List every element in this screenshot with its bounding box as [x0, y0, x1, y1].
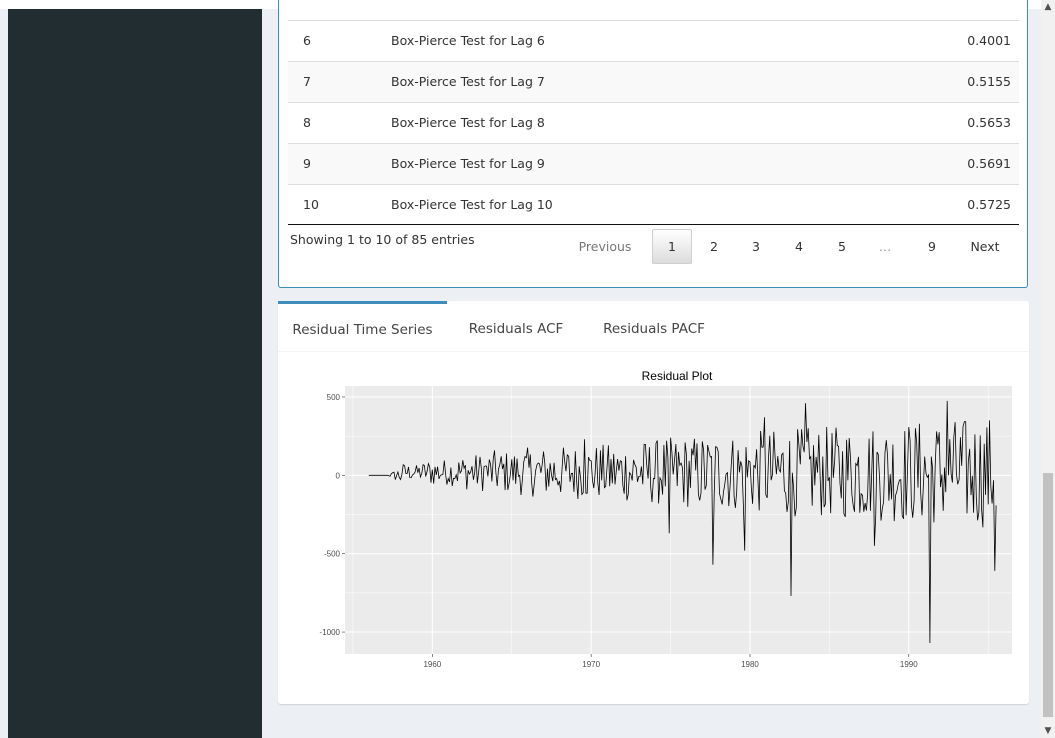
table-info: Showing 1 to 10 of 85 entries [290, 232, 475, 247]
test-cell: Box-Pierce Test for Lag 10 [391, 197, 553, 212]
y-tick-label: 0 [336, 471, 341, 480]
lag-cell: 9 [303, 156, 311, 171]
pvalue-cell: 0.5155 [967, 74, 1011, 89]
pvalue-cell: 0.5691 [967, 156, 1011, 171]
table-row: 10 Box-Pierce Test for Lag 10 0.5725 [288, 184, 1019, 225]
page-5-button[interactable]: 5 [838, 239, 846, 254]
scroll-down-arrow-icon[interactable]: ▼ [1044, 726, 1052, 736]
pvalue-cell: 0.5725 [967, 197, 1011, 212]
tab-strip: Residual Time Series Residuals ACF Resid… [278, 301, 1029, 352]
lag-cell: 7 [303, 74, 311, 89]
table-row: 7 Box-Pierce Test for Lag 7 0.5155 [288, 61, 1019, 102]
table-row: 6 Box-Pierce Test for Lag 6 0.4001 [288, 20, 1019, 61]
chart-title: Residual Plot [642, 369, 713, 383]
page-4-button[interactable]: 4 [795, 239, 803, 254]
test-cell: Box-Pierce Test for Lag 8 [391, 115, 545, 130]
residuals-tab-box: Residual Time Series Residuals ACF Resid… [278, 301, 1029, 704]
scroll-up-arrow-icon[interactable]: ▲ [1044, 2, 1052, 12]
test-cell: Box-Pierce Test for Lag 9 [391, 156, 545, 171]
plot-panel [345, 386, 1012, 654]
box-pierce-table-box: 6 Box-Pierce Test for Lag 6 0.4001 7 Box… [278, 0, 1028, 288]
lag-cell: 8 [303, 115, 311, 130]
pvalue-cell: 0.5653 [967, 115, 1011, 130]
next-button[interactable]: Next [970, 239, 1000, 254]
scrollbar-thumb[interactable] [1043, 473, 1053, 717]
tab-residual-time-series[interactable]: Residual Time Series [278, 301, 447, 354]
pvalue-cell: 0.4001 [967, 33, 1011, 48]
sidebar [8, 9, 262, 738]
x-tick-label: 1960 [423, 660, 441, 669]
page-1-button[interactable]: 1 [652, 229, 692, 264]
tab-residuals-acf[interactable]: Residuals ACF [468, 321, 564, 337]
table-row: 9 Box-Pierce Test for Lag 9 0.5691 [288, 143, 1019, 184]
x-tick-label: 1970 [582, 660, 600, 669]
x-tick-label: 1990 [900, 660, 918, 669]
x-tick-label: 1980 [741, 660, 759, 669]
test-cell: Box-Pierce Test for Lag 7 [391, 74, 545, 89]
tab-residuals-pacf[interactable]: Residuals PACF [603, 321, 705, 337]
y-tick-label: 500 [327, 393, 341, 402]
previous-button[interactable]: Previous [578, 239, 632, 254]
table-row: 8 Box-Pierce Test for Lag 8 0.5653 [288, 102, 1019, 143]
residual-series-line [368, 400, 997, 644]
y-tick-label: -500 [324, 550, 341, 559]
lag-cell: 6 [303, 33, 311, 48]
pagination: Previous 1 2 3 4 5 … 9 Next [279, 229, 1029, 264]
y-tick-label: -1000 [320, 628, 341, 637]
lag-cell: 10 [303, 197, 319, 212]
page-2-button[interactable]: 2 [710, 239, 718, 254]
vertical-scrollbar[interactable]: ▲ ▼ [1041, 0, 1055, 738]
page-9-button[interactable]: 9 [928, 239, 936, 254]
test-cell: Box-Pierce Test for Lag 6 [391, 33, 545, 48]
page-3-button[interactable]: 3 [752, 239, 760, 254]
residual-plot: Residual Plot 1960 1970 1980 1990 500 0 -500 -1… [320, 369, 1012, 669]
pagination-ellipsis: … [878, 239, 892, 254]
